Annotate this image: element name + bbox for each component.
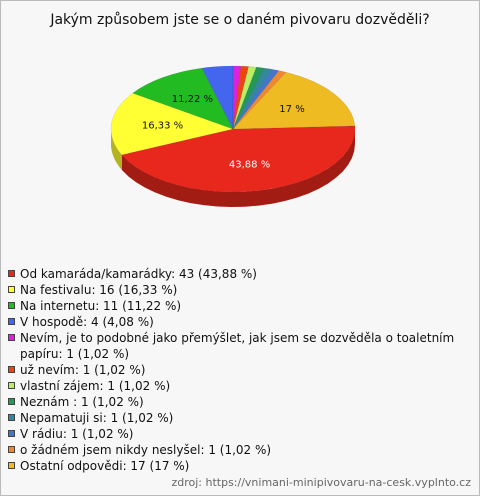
pie-area: Jakým způsobem jste se o daném pivovaru …	[49, 12, 430, 207]
value-label: 43,88 %	[229, 160, 270, 171]
slice	[232, 67, 272, 130]
value-label: 16,33 %	[142, 121, 183, 132]
value-label: 17 %	[279, 104, 304, 115]
legend-label: Na internetu: 11 (11,22 %)	[20, 299, 182, 313]
legend: Od kamaráda/kamarádky: 43 (43,88 %) Na fe…	[8, 266, 458, 474]
legend-swatch	[8, 270, 15, 277]
slice	[121, 125, 356, 193]
legend-label: Neznám : 1 (1,02 %)	[20, 395, 144, 409]
slice	[232, 66, 265, 130]
slice-side	[121, 129, 355, 207]
legend-swatch	[8, 398, 15, 405]
legend-label: V rádiu: 1 (1,02 %)	[20, 427, 134, 441]
slice	[132, 67, 234, 130]
legend-label: vlastní zájem: 1 (1,02 %)	[20, 379, 171, 393]
slice-side	[111, 129, 122, 170]
legend-item: Nevím, je to podobné jako přemýšlet, jak…	[8, 330, 458, 362]
legend-item: Ostatní odpovědi: 17 (17 %)	[8, 458, 458, 474]
legend-item: Nepamatuji si: 1 (1,02 %)	[8, 410, 458, 426]
legend-swatch	[8, 446, 15, 453]
legend-label: Ostatní odpovědi: 17 (17 %)	[20, 459, 190, 473]
legend-swatch	[8, 318, 15, 325]
slice	[232, 65, 249, 130]
legend-swatch	[8, 414, 15, 421]
slice	[201, 65, 234, 130]
legend-item: V hospodě: 4 (4,08 %)	[8, 314, 458, 330]
legend-swatch	[8, 366, 15, 373]
legend-label: Od kamaráda/kamarádky: 43 (43,88 %)	[20, 267, 257, 281]
legend-swatch	[8, 286, 15, 293]
legend-label: už nevím: 1 (1,02 %)	[20, 363, 146, 377]
legend-label: V hospodě: 4 (4,08 %)	[20, 315, 154, 329]
legend-item: Od kamaráda/kamarádky: 43 (43,88 %)	[8, 266, 458, 282]
legend-item: vlastní zájem: 1 (1,02 %)	[8, 378, 458, 394]
legend-item: V rádiu: 1 (1,02 %)	[8, 426, 458, 442]
legend-label: Na festivalu: 16 (16,33 %)	[20, 283, 178, 297]
legend-swatch	[8, 334, 15, 341]
slice	[232, 70, 287, 130]
legend-swatch	[8, 302, 15, 309]
legend-label: Nevím, je to podobné jako přemýšlet, jak…	[20, 331, 455, 361]
slice	[232, 65, 242, 130]
chart-title: Jakým způsobem jste se o daném pivovaru …	[49, 12, 429, 28]
legend-swatch	[8, 382, 15, 389]
legend-swatch	[8, 430, 15, 437]
legend-item: už nevím: 1 (1,02 %)	[8, 362, 458, 378]
legend-swatch	[8, 462, 15, 469]
legend-label: o žádném jsem nikdy neslyšel: 1 (1,02 %)	[20, 443, 272, 457]
slice	[232, 68, 280, 130]
slice	[232, 66, 257, 130]
value-label: 11,22 %	[172, 94, 213, 105]
source: zdroj: https://vnimani-minipivovaru-na-c…	[171, 476, 471, 489]
legend-item: Neznám : 1 (1,02 %)	[8, 394, 458, 410]
legend-label: Nepamatuji si: 1 (1,02 %)	[20, 411, 174, 425]
slice	[232, 71, 356, 130]
slice	[110, 92, 234, 156]
legend-item: o žádném jsem nikdy neslyšel: 1 (1,02 %)	[8, 442, 458, 458]
legend-item: Na festivalu: 16 (16,33 %)	[8, 282, 458, 298]
legend-item: Na internetu: 11 (11,22 %)	[8, 298, 458, 314]
